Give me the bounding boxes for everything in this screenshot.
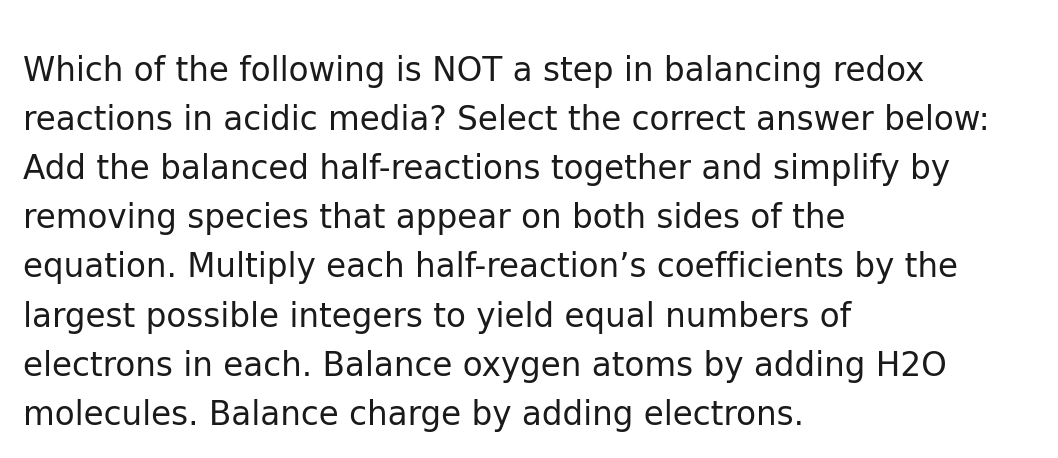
Text: Which of the following is NOT a step in balancing redox
reactions in acidic medi: Which of the following is NOT a step in … xyxy=(23,55,990,432)
